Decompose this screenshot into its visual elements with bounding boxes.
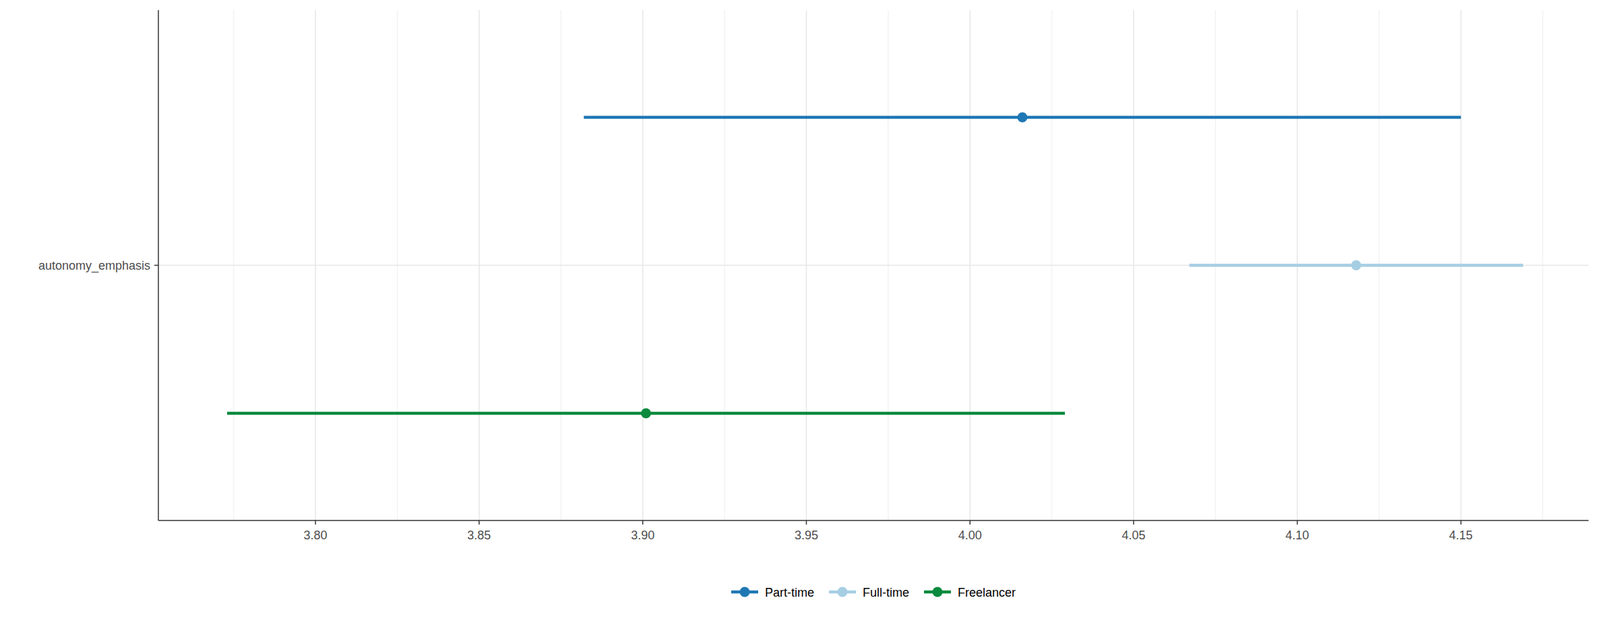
x-tick-label: 4.00 <box>958 528 982 542</box>
x-tick <box>1132 520 1135 525</box>
x-tick <box>1460 520 1462 525</box>
x-tick-label: 3.85 <box>467 528 491 542</box>
point-estimate <box>1017 111 1028 122</box>
x-tick-label: 4.05 <box>1122 528 1146 542</box>
x-tick <box>969 520 971 525</box>
x-tick-label: 4.15 <box>1449 528 1473 542</box>
y-tick-label: autonomy_emphasis <box>38 258 151 273</box>
x-tick <box>1296 520 1299 525</box>
chart: 3.80 3.85 3.90 3.95 4.00 4.05 4.10 4.15 autonomy… <box>0 0 1600 627</box>
x-axis-line <box>158 519 1589 521</box>
point-estimate <box>640 408 652 419</box>
legend-key-point <box>932 587 943 598</box>
y-tick <box>154 264 159 267</box>
x-tick <box>314 520 317 525</box>
x-tick-label: 3.80 <box>303 528 328 542</box>
x-tick <box>806 520 808 525</box>
plot-area <box>227 111 1524 418</box>
x-tick-label: 3.90 <box>630 528 655 542</box>
legend-label: Part-time <box>764 585 815 600</box>
legend-label: Freelancer <box>957 585 1016 600</box>
x-tick-label: 3.95 <box>794 528 819 542</box>
legend-key-point <box>739 587 750 598</box>
legend: Part-time Full-time Freelancer <box>731 585 1016 600</box>
point-estimate <box>1351 260 1362 271</box>
grid-line <box>158 264 1589 267</box>
x-tick <box>642 520 644 525</box>
legend-label: Full-time <box>862 585 910 600</box>
legend-key-point <box>837 587 848 598</box>
x-tick <box>478 520 480 525</box>
x-tick-label: 4.10 <box>1285 528 1309 542</box>
